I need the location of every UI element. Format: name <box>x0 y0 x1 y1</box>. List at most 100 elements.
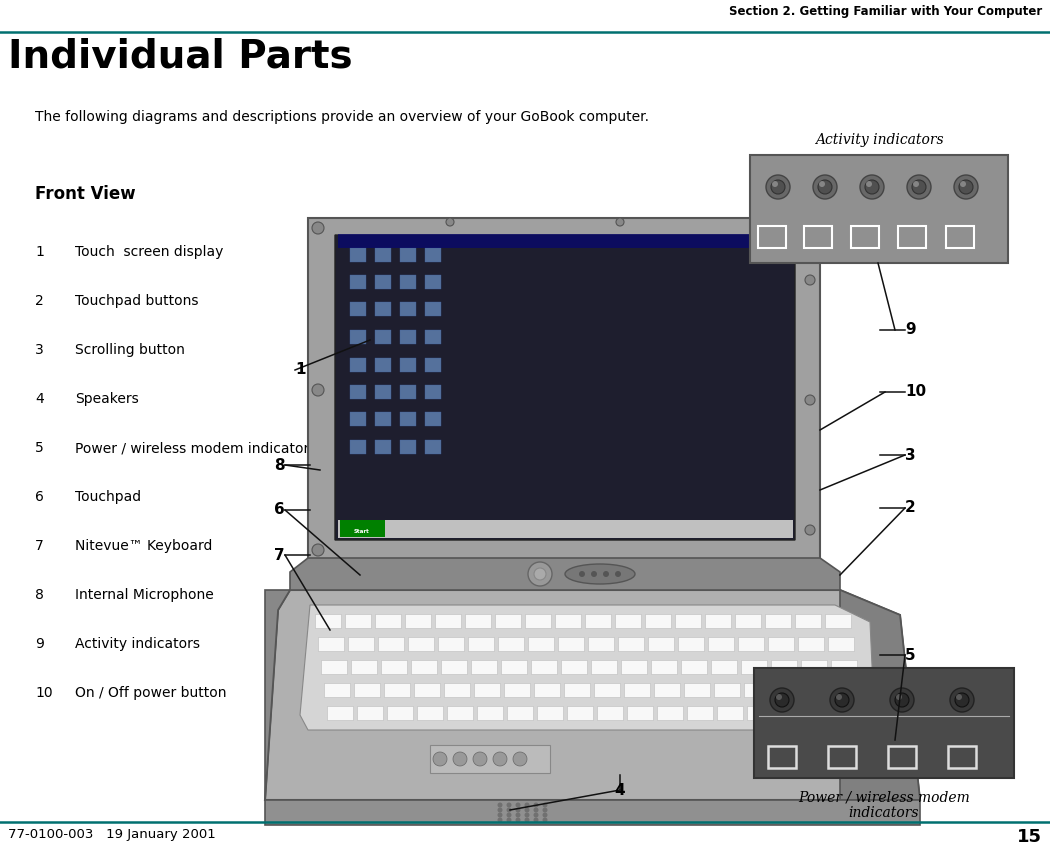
Bar <box>804 683 830 697</box>
Circle shape <box>543 807 547 812</box>
Text: 6: 6 <box>35 490 44 504</box>
Bar <box>714 683 740 697</box>
Bar <box>645 614 671 628</box>
Text: Nitevue™ Keyboard: Nitevue™ Keyboard <box>75 539 212 553</box>
Circle shape <box>312 544 324 556</box>
Bar <box>555 614 581 628</box>
Bar <box>504 683 530 697</box>
Circle shape <box>533 812 539 817</box>
Bar <box>705 614 731 628</box>
Bar <box>321 660 347 674</box>
Text: 8: 8 <box>274 457 285 473</box>
Circle shape <box>865 180 879 194</box>
Text: Front View: Front View <box>35 185 135 203</box>
Bar <box>828 746 856 768</box>
Bar <box>474 683 500 697</box>
Bar <box>468 637 494 651</box>
Bar <box>350 358 366 372</box>
Circle shape <box>960 181 966 187</box>
Bar <box>754 668 1014 778</box>
Bar <box>345 614 371 628</box>
Bar <box>537 706 563 720</box>
Bar <box>375 302 391 316</box>
Polygon shape <box>335 235 795 540</box>
Bar <box>324 683 350 697</box>
Bar <box>534 683 560 697</box>
Bar <box>400 302 416 316</box>
Bar <box>507 706 533 720</box>
Bar <box>657 706 682 720</box>
Bar <box>471 660 497 674</box>
Bar <box>564 683 590 697</box>
Bar <box>615 614 640 628</box>
Bar <box>948 746 976 768</box>
Bar <box>425 412 441 426</box>
Bar <box>495 614 521 628</box>
Bar <box>400 412 416 426</box>
Bar <box>378 637 404 651</box>
Bar <box>350 385 366 399</box>
Text: Individual Parts: Individual Parts <box>8 38 353 76</box>
Polygon shape <box>265 590 290 800</box>
Bar <box>375 385 391 399</box>
Text: Speakers: Speakers <box>75 392 139 406</box>
Bar <box>411 660 437 674</box>
Text: 3: 3 <box>905 447 916 463</box>
Circle shape <box>884 736 892 744</box>
Circle shape <box>516 807 521 812</box>
Circle shape <box>525 817 529 823</box>
Circle shape <box>498 817 503 823</box>
Bar <box>708 637 734 651</box>
Ellipse shape <box>565 564 635 584</box>
Circle shape <box>860 175 884 199</box>
Text: Touchpad: Touchpad <box>75 490 141 504</box>
Bar <box>831 660 857 674</box>
Text: 7: 7 <box>274 547 285 563</box>
Bar <box>561 660 587 674</box>
Circle shape <box>907 175 931 199</box>
Text: 3: 3 <box>35 343 44 357</box>
Bar <box>400 248 416 262</box>
Text: Activity indicators: Activity indicators <box>815 133 943 147</box>
Circle shape <box>860 736 868 744</box>
Text: Touch  screen display: Touch screen display <box>75 245 224 259</box>
Circle shape <box>312 222 324 234</box>
Circle shape <box>819 181 825 187</box>
Circle shape <box>525 803 529 807</box>
Circle shape <box>433 752 447 766</box>
Bar <box>400 330 416 344</box>
Circle shape <box>805 275 815 285</box>
Text: Internal Microphone: Internal Microphone <box>75 588 214 602</box>
Circle shape <box>516 817 521 823</box>
Circle shape <box>890 688 914 712</box>
Bar <box>804 226 832 248</box>
Circle shape <box>543 812 547 817</box>
Text: 1: 1 <box>35 245 44 259</box>
Bar <box>375 275 391 289</box>
Text: 77-0100-003   19 January 2001: 77-0100-003 19 January 2001 <box>8 828 215 841</box>
Bar <box>384 683 410 697</box>
Circle shape <box>446 218 454 226</box>
Bar <box>828 637 854 651</box>
Circle shape <box>494 752 507 766</box>
Bar <box>425 440 441 454</box>
Bar <box>375 358 391 372</box>
Bar <box>898 226 926 248</box>
Bar <box>594 683 620 697</box>
Circle shape <box>533 803 539 807</box>
Circle shape <box>912 180 926 194</box>
Bar <box>597 706 623 720</box>
Bar <box>765 614 791 628</box>
Bar <box>498 637 524 651</box>
Bar <box>567 706 593 720</box>
Circle shape <box>950 688 974 712</box>
Circle shape <box>498 807 503 812</box>
Bar <box>400 358 416 372</box>
Text: 10: 10 <box>905 385 926 399</box>
Bar <box>585 614 611 628</box>
Bar <box>747 706 773 720</box>
Bar <box>444 683 470 697</box>
Circle shape <box>866 181 872 187</box>
Bar <box>807 706 833 720</box>
Text: Power / wireless modem
indicators: Power / wireless modem indicators <box>798 790 970 820</box>
